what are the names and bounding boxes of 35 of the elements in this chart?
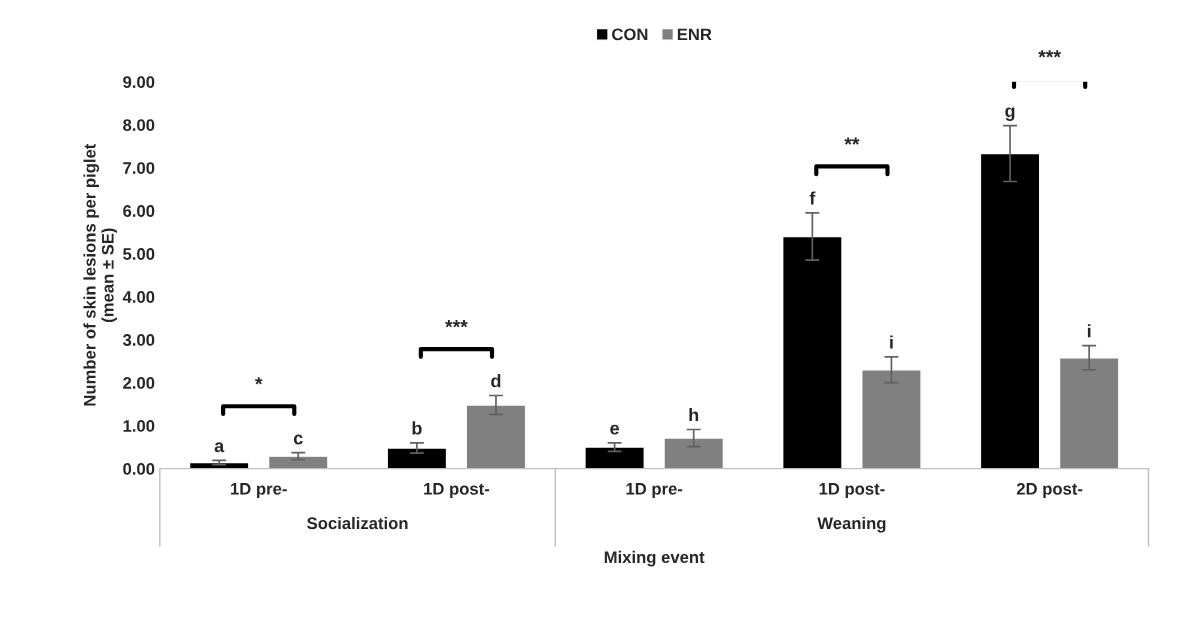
y-tick-label: 9.00 xyxy=(123,76,155,88)
y-tick-label: 0.00 xyxy=(123,463,155,475)
y-tick-label: 5.00 xyxy=(123,248,155,260)
y-tick-label: 3.00 xyxy=(122,334,155,346)
x-axis-title: Mixing event xyxy=(604,550,705,567)
data-label: i xyxy=(890,335,893,349)
y-tick-label: 8.00 xyxy=(123,119,155,131)
y-tick-label: 4.00 xyxy=(122,291,155,303)
y-tick-label: 1.00 xyxy=(123,420,155,432)
annotation: * xyxy=(254,377,263,385)
text: Socialization xyxy=(307,516,408,530)
x-tick-label: 1D pre- xyxy=(626,483,683,499)
data-label: h xyxy=(689,408,699,422)
x-tick-label: 2D post- xyxy=(1016,482,1083,499)
y-tick-label: 6.00 xyxy=(123,205,155,217)
legend-label: ENR xyxy=(677,28,712,41)
x-tick-label: 1D post- xyxy=(424,483,490,499)
text: Weaning xyxy=(817,516,886,533)
x-tick-label: 1D post- xyxy=(819,483,885,499)
y-tick-label: 2.00 xyxy=(123,377,155,389)
data-label: e xyxy=(610,424,620,435)
data-label: d xyxy=(491,374,501,388)
data-label: g xyxy=(1005,107,1015,121)
y-tick-label: 7.00 xyxy=(123,162,155,174)
data-label: c xyxy=(293,434,303,445)
text: *** xyxy=(1038,50,1061,58)
data-label: a xyxy=(214,442,225,453)
data-label: b xyxy=(412,421,422,435)
annotation: ** xyxy=(844,137,860,145)
y-axis-title: Number of skin lesions per piglet (mean ± SE) xyxy=(83,143,117,406)
annotation: *** xyxy=(445,320,468,328)
x-tick-label: 1D pre- xyxy=(231,483,287,499)
data-label: f xyxy=(809,191,816,205)
data-label: i xyxy=(1087,324,1091,338)
legend-label: CON xyxy=(612,28,648,41)
